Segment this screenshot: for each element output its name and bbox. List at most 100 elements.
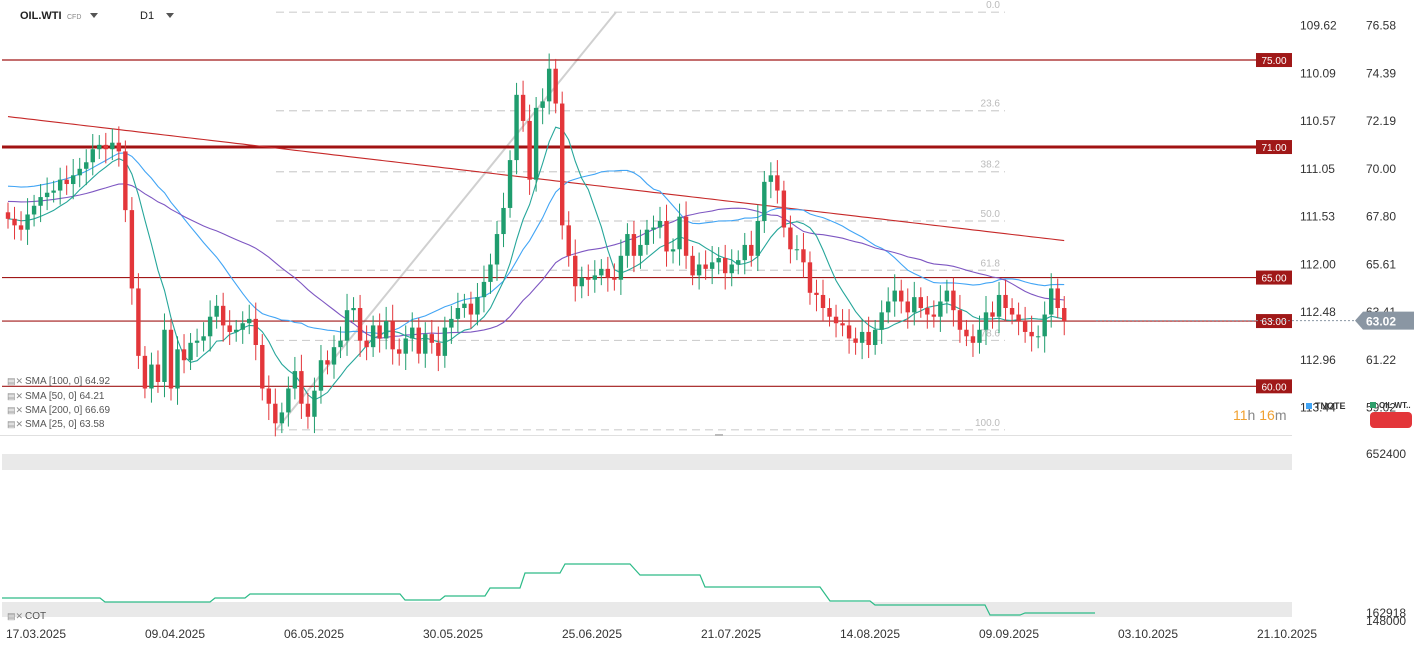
candle-body	[383, 321, 389, 339]
candle-body	[18, 225, 24, 230]
candle-body	[827, 308, 832, 317]
candle-body	[605, 268, 611, 278]
tnote-axis-tick: 112.00	[1300, 257, 1336, 271]
candle-body	[462, 303, 467, 309]
sma-settings-icon[interactable]: ▤✕	[7, 419, 24, 429]
candle-body	[533, 107, 539, 180]
candle-body	[775, 175, 780, 191]
timeframe-label[interactable]: D1	[140, 10, 155, 22]
symbol-dropdown-chevron-icon[interactable]	[90, 13, 98, 18]
candle-body	[651, 227, 656, 230]
candle-body	[612, 277, 617, 280]
sma-legend-item[interactable]: ▤✕ SMA [200, 0] 66.69	[7, 405, 110, 416]
timeframe-dropdown-chevron-icon[interactable]	[166, 13, 174, 18]
candle-body	[768, 175, 774, 182]
candle-body	[279, 412, 285, 424]
candle-body	[416, 327, 421, 354]
candle-body	[579, 277, 584, 287]
candle-body	[51, 190, 56, 193]
candle-body	[618, 255, 624, 280]
sma-100-line	[7, 183, 1065, 339]
candle-body	[410, 327, 415, 339]
candle-body	[423, 334, 428, 354]
x-axis-tick: 14.08.2025	[840, 627, 900, 641]
compare-legend-tnote[interactable]: TNOTE	[1306, 401, 1346, 411]
cot-panel-label[interactable]: ▤✕ COT	[7, 611, 47, 622]
candle-body	[644, 229, 650, 245]
candle-body	[670, 249, 676, 252]
sma-settings-icon[interactable]: ▤✕	[7, 376, 24, 386]
candle-body	[377, 325, 382, 339]
sma-legend-label: SMA [100, 0] 64.92	[25, 376, 111, 387]
candle-body	[983, 312, 989, 330]
candle-body	[677, 216, 682, 250]
candle-body	[638, 244, 643, 256]
alert-pill[interactable]	[1370, 412, 1412, 428]
candle-body	[181, 349, 187, 361]
candle-body	[442, 327, 448, 356]
candle-body	[220, 305, 226, 326]
candle-body	[592, 275, 597, 280]
candle-body	[899, 290, 904, 302]
candle-body	[468, 303, 474, 315]
candle-body	[318, 360, 324, 391]
compare-legend-oil[interactable]: OIL.WT..	[1370, 401, 1411, 410]
candle-body	[247, 318, 252, 324]
level-tag-label: 71.00	[1261, 143, 1286, 154]
candle-body	[1022, 321, 1028, 332]
candle-body	[227, 325, 232, 332]
candle-body	[560, 103, 565, 226]
candle-body	[253, 318, 258, 345]
candle-body	[762, 181, 767, 221]
symbol-label[interactable]: OIL.WTI	[20, 10, 62, 22]
candle-body	[44, 192, 50, 198]
candle-body	[716, 257, 721, 263]
cot-settings-icon[interactable]: ▤✕	[7, 611, 24, 621]
tnote-swatch-icon	[1306, 403, 1312, 409]
candle-body	[833, 316, 839, 324]
candle-body	[103, 144, 108, 150]
candle-body	[1035, 336, 1041, 338]
x-axis-tick: 09.04.2025	[145, 627, 205, 641]
candle-body	[1042, 314, 1047, 337]
price-axis-tick: 72.19	[1366, 114, 1396, 128]
candle-body	[475, 297, 480, 315]
candle-body	[436, 342, 441, 356]
sma-settings-icon[interactable]: ▤✕	[7, 391, 24, 401]
sma-legend-label: SMA [200, 0] 66.69	[25, 405, 111, 416]
sma-legend-item[interactable]: ▤✕ SMA [100, 0] 64.92	[7, 376, 110, 387]
candle-body	[540, 101, 545, 108]
sma-legend-item[interactable]: ▤✕ SMA [50, 0] 64.21	[7, 391, 105, 402]
candle-body	[749, 244, 754, 256]
candle-body	[64, 179, 69, 185]
candle-body	[925, 308, 930, 315]
sma-settings-icon[interactable]: ▤✕	[7, 405, 24, 415]
candle-body	[155, 364, 161, 382]
candle-body	[977, 329, 982, 343]
candle-body	[71, 175, 76, 185]
candle-body	[260, 344, 265, 389]
level-tag-label: 75.00	[1261, 56, 1286, 67]
candle-body	[403, 338, 408, 354]
lower-panel-band	[2, 602, 1292, 617]
candle-body	[918, 297, 923, 309]
candle-body	[286, 388, 291, 413]
candle-body	[292, 371, 298, 389]
candle-body	[846, 325, 852, 339]
candle-body	[1062, 308, 1067, 322]
tnote-axis-tick: 109.62	[1300, 19, 1337, 33]
price-axis-tick: 65.61	[1366, 257, 1396, 271]
candle-body	[273, 403, 278, 424]
level-tag-label: 60.00	[1261, 382, 1286, 393]
x-axis-tick: 30.05.2025	[423, 627, 483, 641]
candle-body	[188, 342, 193, 361]
sma-legend-item[interactable]: ▤✕ SMA [25, 0] 63.58	[7, 419, 105, 430]
candle-body	[840, 323, 845, 326]
candle-body	[38, 197, 43, 206]
candle-body	[325, 360, 330, 365]
candle-body	[527, 120, 532, 180]
candle-body	[957, 310, 963, 330]
candle-body	[364, 340, 369, 348]
